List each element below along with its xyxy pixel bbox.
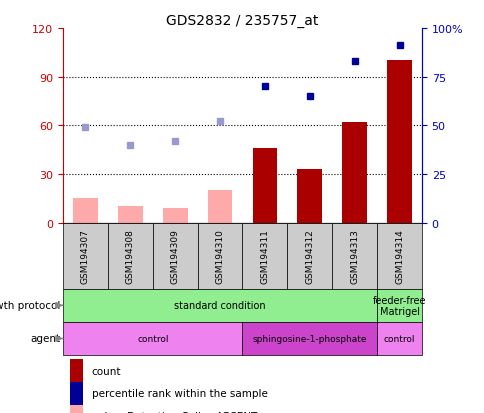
Bar <box>152 223 197 289</box>
Title: GDS2832 / 235757_at: GDS2832 / 235757_at <box>166 14 318 28</box>
Bar <box>118 207 142 223</box>
Bar <box>73 199 98 223</box>
Bar <box>376 223 421 289</box>
Bar <box>70 359 83 382</box>
Bar <box>70 382 83 405</box>
Text: GSM194312: GSM194312 <box>304 229 314 283</box>
Text: control: control <box>383 334 414 343</box>
Text: GSM194310: GSM194310 <box>215 229 224 283</box>
Text: GSM194307: GSM194307 <box>81 229 90 283</box>
Bar <box>63 322 242 355</box>
Text: control: control <box>137 334 168 343</box>
Text: GSM194311: GSM194311 <box>260 229 269 283</box>
Bar <box>252 149 277 223</box>
Bar <box>207 191 232 223</box>
Bar <box>107 223 152 289</box>
Bar <box>386 61 411 223</box>
Bar <box>197 223 242 289</box>
Text: feeder-free
Matrigel: feeder-free Matrigel <box>372 295 425 316</box>
Text: standard condition: standard condition <box>174 301 265 311</box>
Bar <box>63 223 107 289</box>
Bar <box>376 322 421 355</box>
Bar <box>287 223 332 289</box>
Text: percentile rank within the sample: percentile rank within the sample <box>91 388 267 399</box>
Bar <box>332 223 376 289</box>
Text: GSM194308: GSM194308 <box>125 229 135 283</box>
Text: GSM194309: GSM194309 <box>170 229 180 283</box>
Bar <box>70 405 83 413</box>
Text: sphingosine-1-phosphate: sphingosine-1-phosphate <box>252 334 366 343</box>
Text: GSM194314: GSM194314 <box>394 229 403 283</box>
Text: count: count <box>91 366 121 376</box>
Bar <box>376 289 421 322</box>
Bar <box>242 223 287 289</box>
Text: value, Detection Call = ABSENT: value, Detection Call = ABSENT <box>91 411 257 413</box>
Bar <box>63 289 376 322</box>
Bar <box>297 170 321 223</box>
Text: GSM194313: GSM194313 <box>349 229 359 283</box>
Bar <box>342 123 366 223</box>
Text: growth protocol: growth protocol <box>0 301 60 311</box>
Bar <box>242 322 376 355</box>
Text: agent: agent <box>30 334 60 344</box>
Bar <box>163 209 187 223</box>
